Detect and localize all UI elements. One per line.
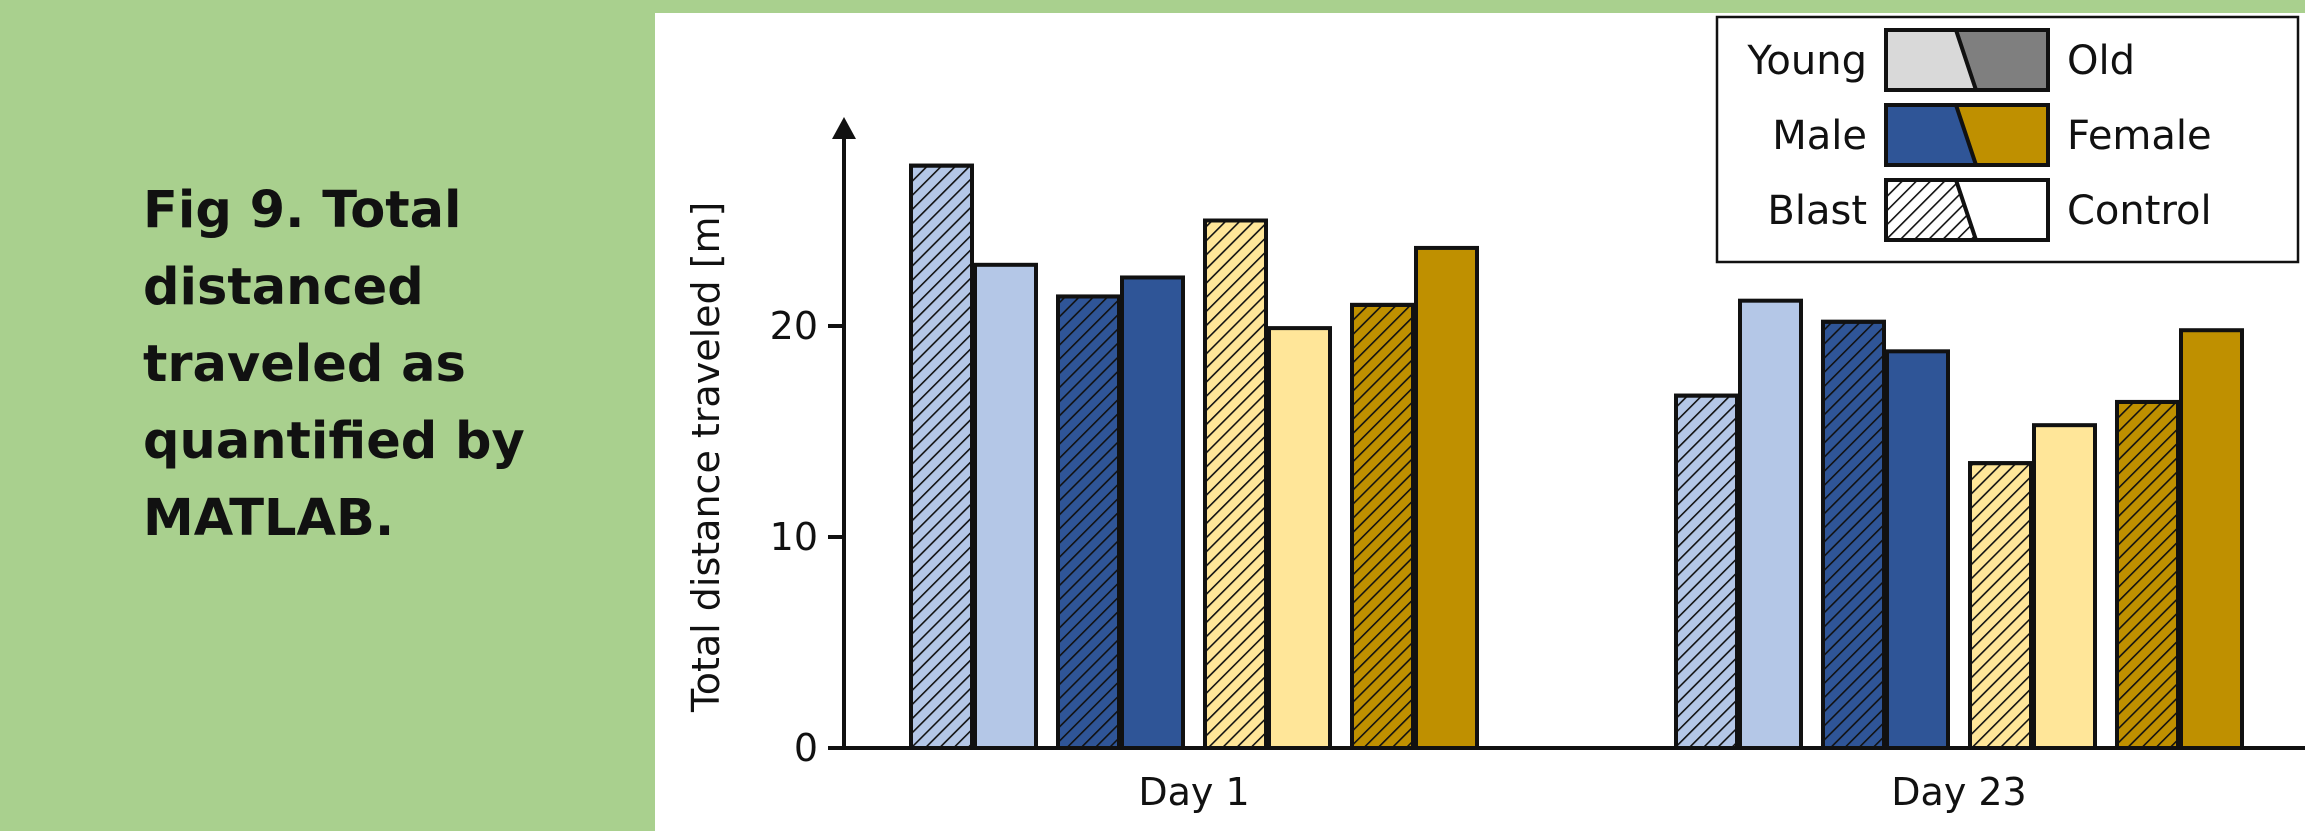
bar-day-23-young-male-blast-hatch [1674,393,1739,750]
legend-label-old: Old [2067,38,2135,84]
bar-day-23-old-female-control [2179,328,2244,750]
bar-day-1-old-male-blast-hatch [1056,294,1121,750]
bar-day-23-young-male-control [1738,298,1803,750]
legend-swatch-divider-1 [1954,29,1978,91]
legend-swatch-female [1956,105,2048,165]
y-axis-arrow [832,117,856,139]
axes-group: Day 1 Day 23 0 10 20 Total distance traveled … [684,117,2305,814]
legend-label-male: Male [1772,113,1867,159]
bar-day-23-old-male-control [1885,349,1950,750]
bar-day-1-young-female-control [1267,326,1332,750]
legend-swatch-divider-2 [1954,104,1978,166]
legend-label-blast: Blast [1767,188,1867,234]
legend-swatch-border-1 [1884,28,2050,92]
y-tick-label-10: 10 [770,515,818,559]
legend-swatch-border-2 [1884,103,2050,167]
bar-day-1-young-female-blast-hatch [1203,218,1268,750]
legend-swatch-border-3 [1884,178,2050,242]
legend-label-young: Young [1746,38,1867,84]
legend-swatch-blast-hatch [1886,180,1976,240]
bar-day-23-young-female-control [2032,423,2097,750]
caption-panel: Fig 9. Total distanced traveled as quant… [0,0,655,831]
legend-swatch-male [1886,105,1976,165]
legend-label-female: Female [2067,113,2212,159]
bar-day-23-old-female-blast-hatch [2115,399,2180,750]
y-tick-label-20: 20 [770,304,818,348]
bar-chart: Day 1 Day 23 0 10 20 Total distance traveled … [684,15,2305,814]
bar-day-1-young-male-control [973,262,1038,750]
legend-swatch-young [1886,30,1976,90]
y-axis-label: Total distance traveled [m] [684,202,728,713]
bar-day-23-old-male-blast-hatch [1821,319,1886,750]
y-tick-label-0: 0 [794,726,818,770]
legend-label-control: Control [2067,188,2212,234]
legend-swatch-control [1956,180,2048,240]
legend: Young Old Male Female Blast Control [1715,15,2300,264]
legend-swatch-old [1956,30,2048,90]
x-tick-label-2: Day 23 [1891,770,2026,814]
bar-day-1-old-female-control [1414,245,1479,750]
bars-group [909,163,2244,750]
bar-day-23-young-female-blast-hatch [1968,461,2033,750]
bar-day-1-old-female-blast-hatch [1350,302,1415,750]
bar-day-1-young-male-blast-hatch [909,163,974,750]
chart-panel: Day 1 Day 23 0 10 20 Total distance traveled … [655,13,2305,831]
legend-swatch-divider-3 [1954,179,1978,241]
bar-day-1-old-male-control [1120,275,1185,750]
figure-caption: Fig 9. Total distanced traveled as quant… [143,181,525,548]
x-tick-label-1: Day 1 [1138,770,1249,814]
